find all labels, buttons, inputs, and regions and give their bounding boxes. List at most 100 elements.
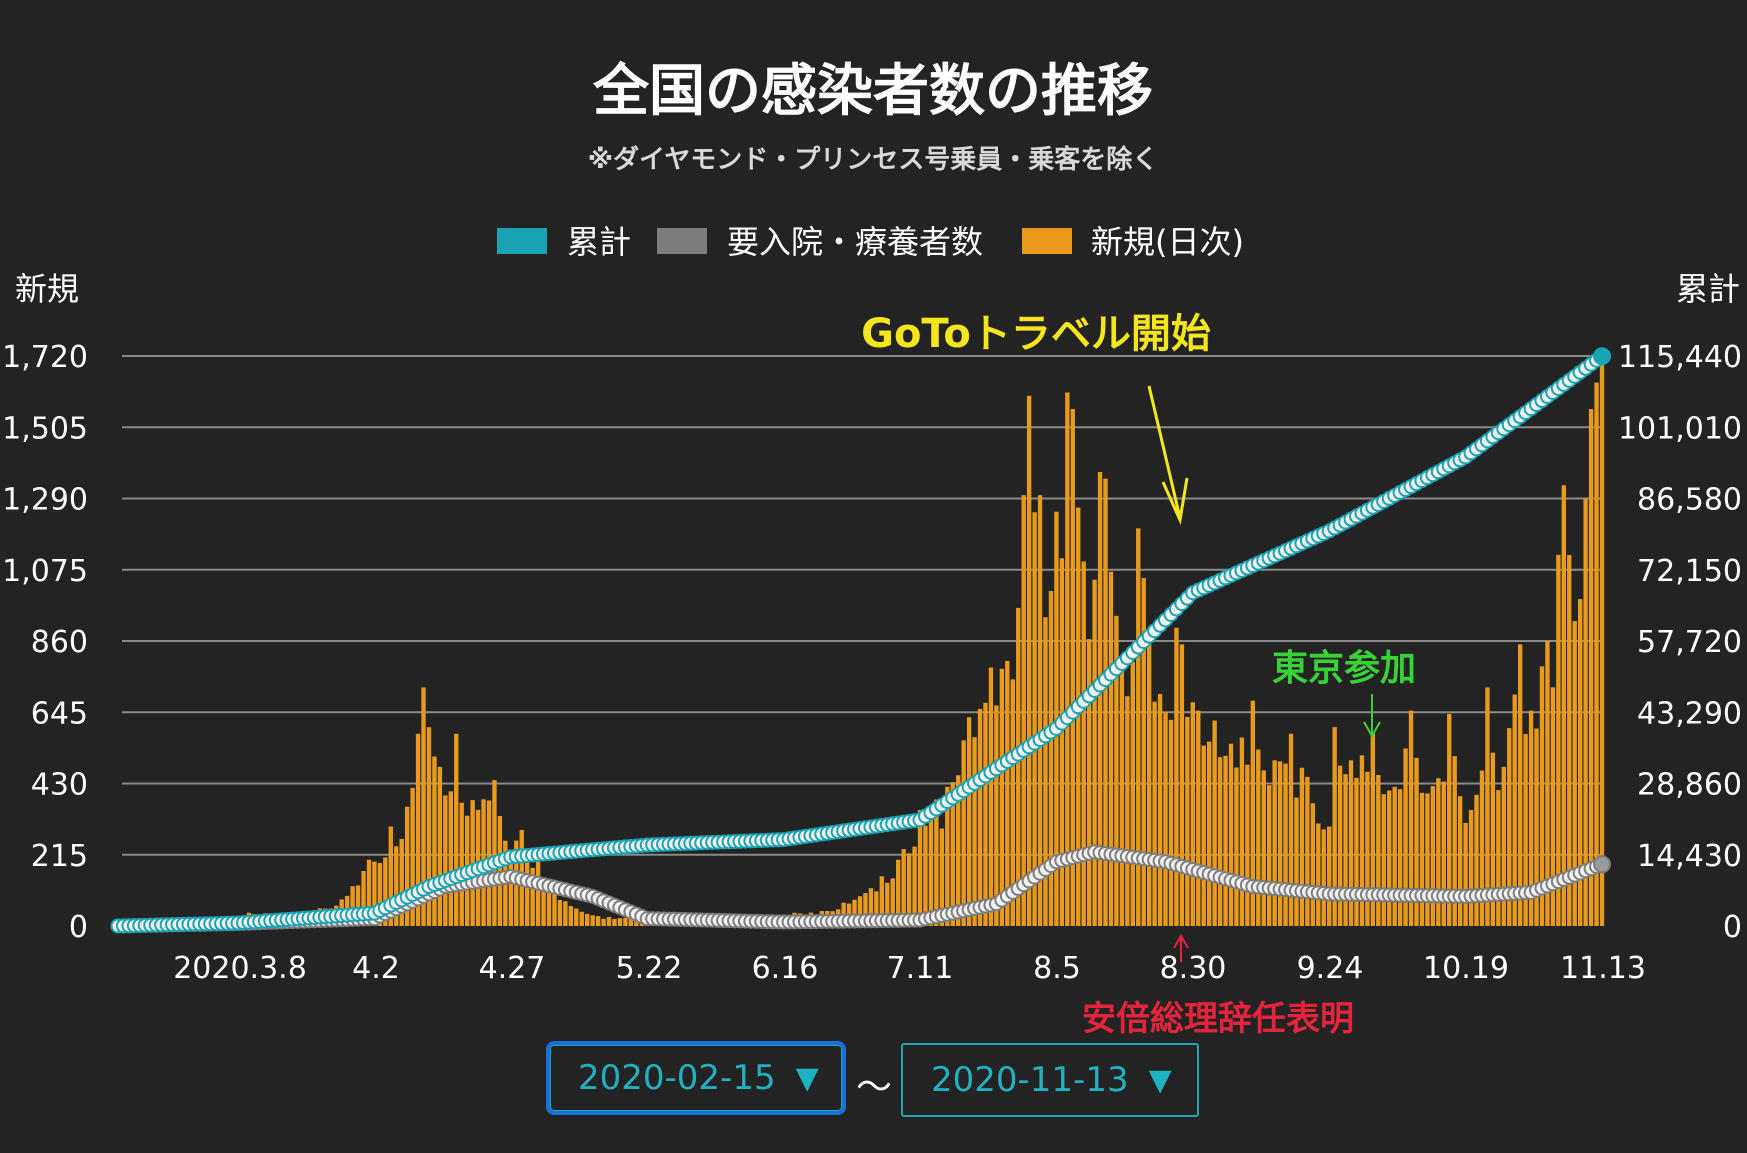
new-daily-bar [1288, 733, 1294, 926]
new-daily-bar [492, 780, 497, 926]
new-daily-bar [1594, 382, 1599, 927]
right-tick-label: 57,720 [1637, 625, 1742, 660]
right-tick-label: 115,440 [1618, 340, 1742, 375]
chart-title: 全国の感染者数の推移 [592, 59, 1153, 124]
new-daily-bar [1185, 716, 1190, 926]
new-daily-bar [1512, 694, 1517, 926]
new-daily-bar [1403, 748, 1408, 926]
legend-label-hospitalized[interactable]: 要入院・療養者数 [727, 223, 983, 261]
new-daily-bar [426, 727, 432, 926]
new-daily-bar [901, 849, 906, 926]
start-date-select[interactable]: 2020-02-15 ▼ [546, 1041, 846, 1115]
legend-swatch-cumulative[interactable] [497, 228, 547, 254]
new-daily-bar [557, 899, 563, 926]
new-daily-bar [874, 891, 879, 926]
annotation-goto: GoToトラベル開始 [861, 311, 1211, 526]
new-daily-bar [1272, 760, 1277, 926]
legend-swatch-hospitalized[interactable] [657, 228, 707, 254]
x-tick-label: 7.11 [887, 951, 954, 986]
chart-subtitle: ※ダイヤモンド・プリンセス号乗員・乗客を除く [588, 144, 1159, 175]
new-daily-bar [1561, 485, 1566, 926]
new-daily-bar [1474, 794, 1479, 926]
new-daily-bar [1026, 395, 1032, 926]
new-daily-bar [1550, 687, 1556, 926]
cumulative-series [110, 347, 1611, 934]
new-daily-bar [1283, 763, 1288, 926]
new-daily-bar [535, 859, 541, 926]
start-date-value: 2020-02-15 [578, 1058, 776, 1098]
new-daily-bar [966, 717, 972, 926]
new-daily-bar [1048, 591, 1054, 926]
new-daily-bar [1037, 495, 1043, 926]
legend-label-new-daily[interactable]: 新規(日次) [1091, 223, 1244, 261]
left-tick-label: 1,075 [2, 554, 88, 589]
new-daily-bar [508, 849, 514, 926]
new-daily-bar [961, 740, 966, 926]
new-daily-bar [1392, 786, 1397, 926]
new-daily-bar [617, 918, 623, 926]
new-daily-bar [372, 861, 377, 926]
legend-label-cumulative[interactable]: 累計 [567, 223, 631, 261]
hosp-line-point [1593, 855, 1611, 874]
new-daily-bar [972, 737, 977, 926]
new-daily-bar [404, 806, 410, 926]
new-daily-bar [1294, 797, 1299, 926]
right-axis-ticks: 115,440 101,010 86,580 72,150 57,720 43,290 28… [1618, 340, 1742, 945]
new-daily-bar [1468, 810, 1474, 926]
end-date-select[interactable]: 2020-11-13 ▼ [901, 1043, 1199, 1117]
new-daily-bar [1086, 639, 1092, 926]
new-daily-bar [443, 795, 448, 926]
new-daily-bar [1125, 696, 1130, 926]
new-daily-bar [1261, 770, 1266, 926]
annotation-tokyo: 東京参加 [1272, 647, 1416, 739]
new-daily-bar [1016, 607, 1021, 926]
new-daily-bar [415, 733, 421, 926]
new-daily-bar [394, 846, 399, 926]
new-daily-bar [1588, 409, 1594, 926]
left-axis-label: 新規 [15, 270, 79, 308]
x-tick-label: 4.27 [479, 951, 546, 986]
legend-swatch-new-daily[interactable] [1022, 228, 1072, 254]
new-daily-bar [1310, 803, 1316, 926]
new-daily-bar [568, 906, 574, 926]
new-daily-bar [1059, 558, 1065, 926]
new-daily-bar [1354, 777, 1359, 926]
new-daily-bar [1463, 822, 1468, 926]
new-daily-bar [1196, 710, 1201, 926]
new-daily-bar [1119, 660, 1125, 926]
new-daily-bar [1599, 356, 1605, 926]
new-daily-bar [1447, 713, 1452, 926]
new-daily-bar [912, 846, 917, 926]
left-tick-label: 215 [31, 839, 88, 874]
new-daily-bar [1583, 498, 1588, 926]
new-daily-bar [552, 889, 557, 926]
new-daily-bar [923, 825, 928, 926]
new-daily-bar [410, 787, 415, 926]
new-daily-bar [595, 916, 601, 926]
annotation-abe-label: 安倍総理辞任表明 [1082, 999, 1354, 1039]
new-daily-bar [1436, 778, 1441, 926]
x-tick-label: 8.5 [1033, 951, 1081, 986]
new-daily-bar [890, 878, 895, 926]
x-tick-label: 9.24 [1297, 951, 1364, 986]
new-daily-bar [1299, 767, 1305, 926]
chevron-down-icon: ▼ [795, 1060, 819, 1096]
new-daily-bar [574, 908, 579, 926]
right-tick-label: 0 [1723, 910, 1742, 945]
new-daily-bar [1567, 555, 1572, 926]
new-daily-bar [1097, 471, 1103, 926]
new-daily-bar [1430, 786, 1436, 926]
new-daily-bar [1234, 767, 1239, 926]
new-daily-bar [1130, 662, 1135, 926]
new-daily-bar [1577, 599, 1583, 926]
new-daily-bar [459, 802, 464, 926]
new-daily-bar [1376, 775, 1381, 926]
new-daily-bar [1174, 627, 1179, 926]
new-daily-bar [1152, 701, 1157, 926]
new-daily-bars [115, 356, 1605, 927]
new-daily-bar [956, 775, 961, 926]
new-daily-bar [437, 766, 443, 926]
new-daily-bar [879, 876, 885, 926]
new-daily-bar [1081, 561, 1086, 926]
